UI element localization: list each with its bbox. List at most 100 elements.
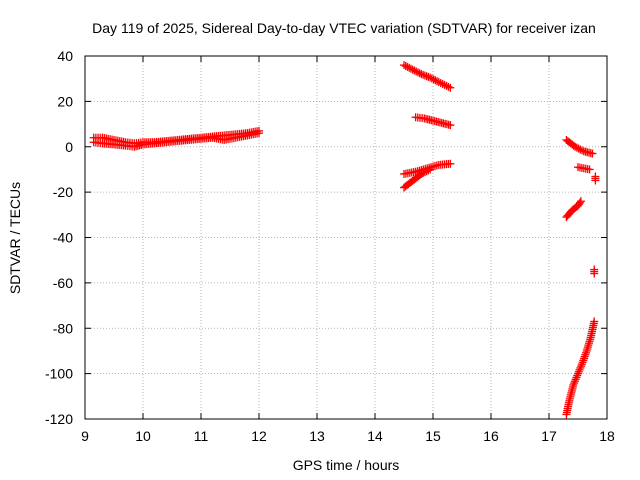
series-4 [411,113,455,130]
y-tick-label: -80 [53,320,73,336]
x-tick-label: 14 [367,428,383,444]
chart-title: Day 119 of 2025, Sidereal Day-to-day VTE… [92,20,596,36]
x-tick-label: 10 [135,428,151,444]
data-point [591,176,600,185]
data-point [408,65,417,74]
x-tick-label: 15 [425,428,441,444]
y-tick-label: -40 [53,230,73,246]
data-point [413,68,422,77]
data-point [582,348,591,357]
data-point [427,74,436,83]
data-point [579,354,588,363]
data-point [571,375,580,384]
data-point [434,78,443,87]
data-point [576,197,585,206]
data-point [575,198,584,207]
data-point [417,70,426,79]
data-point [576,363,585,372]
data-point [577,362,586,371]
data-point [400,61,408,70]
y-tick-label: -100 [45,366,73,382]
y-tick-label: -20 [53,184,73,200]
data-point [446,121,455,130]
data-point [574,367,583,376]
series-11 [590,265,599,278]
data-point [412,67,421,76]
y-tick-label: -60 [53,275,73,291]
data-point [431,76,440,85]
y-axis-label: SDTVAR / TECUs [7,182,23,294]
data-point [576,145,585,154]
data-point [426,165,435,174]
x-tick-label: 17 [541,428,557,444]
data-point [415,69,424,78]
data-marks [89,61,600,419]
data-point [572,373,581,382]
data-point [420,168,429,177]
data-point [419,70,428,79]
data-point [406,64,415,73]
data-point [577,360,586,369]
data-point [446,159,455,168]
data-point [444,82,453,91]
x-tick-label: 18 [599,428,615,444]
data-point [410,66,419,75]
data-point [569,380,578,389]
x-tick-label: 9 [81,428,89,444]
data-point [436,79,445,88]
data-point [575,365,584,374]
data-point [440,80,449,89]
data-point [426,73,435,82]
data-point [590,317,599,326]
data-point [578,146,587,155]
y-tick-label: -120 [45,411,73,427]
x-tick-label: 12 [251,428,267,444]
data-point [420,71,429,80]
data-point [424,72,433,81]
y-tick-label: 20 [57,93,73,109]
data-point [590,269,599,278]
data-point [419,169,428,178]
data-point [405,63,414,72]
data-point [572,143,581,152]
series-6 [400,165,435,192]
data-point [417,169,426,178]
data-point [422,167,431,176]
series-7 [562,135,597,158]
data-point [429,75,438,84]
data-point [570,379,579,388]
data-point [579,356,588,365]
data-point [446,83,455,92]
x-tick-label: 11 [194,428,209,444]
data-point [588,149,597,158]
series-2 [89,129,263,151]
axis-ticks: 9 10 11 12 13 14 15 16 17 18 -120 -100 -80 -60 -40 -20 0… [45,48,615,444]
data-point [578,358,587,367]
x-tick-label: 16 [483,428,499,444]
data-point [442,81,451,90]
data-point [585,165,594,174]
data-point [573,371,582,380]
data-point [581,350,590,359]
x-axis-label: GPS time / hours [293,457,400,473]
data-point [574,144,583,153]
series-12 [562,317,599,419]
data-point [571,142,580,151]
y-tick-label: 40 [57,48,73,64]
series-10 [562,197,585,222]
series-9 [591,172,600,185]
grid [85,56,607,419]
x-tick-label: 13 [309,428,325,444]
data-point [422,72,431,81]
series-3 [400,61,455,92]
data-point [401,61,410,70]
data-point [574,369,582,378]
data-point [433,77,442,86]
data-point [255,129,263,138]
data-point [424,166,433,175]
data-point [580,352,589,361]
data-point [570,377,579,386]
data-point [403,62,412,71]
series-8 [574,163,594,174]
